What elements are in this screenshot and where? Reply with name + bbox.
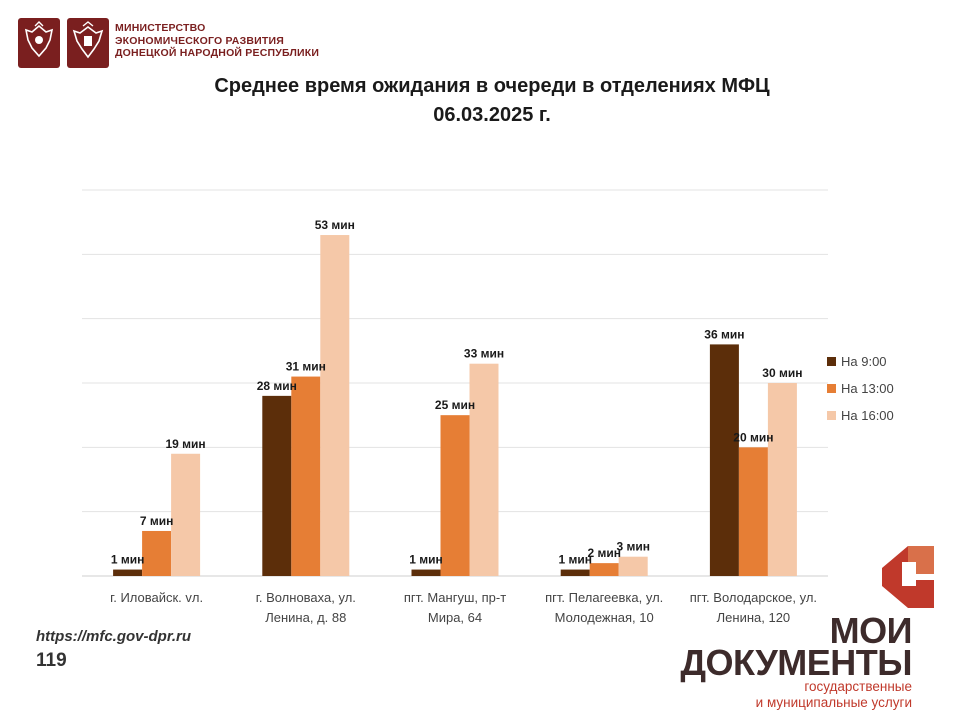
data-label: 1 мин xyxy=(111,553,145,567)
data-label: 3 мин xyxy=(616,540,650,554)
x-tick-label: пгт. Пелагеевка, ул. xyxy=(545,590,663,605)
brand-text: МОИ ДОКУМЕНТЫ государственные и муниципа… xyxy=(680,610,913,711)
data-label: 1 мин xyxy=(558,553,592,567)
legend-item: На 16:00 xyxy=(827,402,894,429)
x-tick-label: Ленина, д. 88 xyxy=(265,610,346,625)
data-label: 20 мин xyxy=(733,430,773,444)
bar xyxy=(560,569,590,576)
bar xyxy=(618,556,648,576)
brand-tagline: и муниципальные услуги xyxy=(755,695,912,710)
brand-name-line: МОИ xyxy=(829,610,913,651)
bar xyxy=(142,530,172,576)
chart-legend: На 9:00 На 13:00 На 16:00 xyxy=(827,348,894,429)
bar xyxy=(320,235,350,577)
legend-label: На 9:00 xyxy=(841,354,887,369)
data-label: 19 мин xyxy=(166,437,206,451)
bar xyxy=(469,363,499,576)
x-tick-label: г. Иловайск. vл. xyxy=(110,590,203,605)
x-tick-label: Молодежная, 10 xyxy=(555,610,654,625)
x-tick-label: пгт. Володарское, ул. xyxy=(690,590,817,605)
chart-title: Среднее время ожидания в очереди в отдел… xyxy=(214,75,770,97)
ministry-line: ЭКОНОМИЧЕСКОГО РАЗВИТИЯ xyxy=(115,34,285,47)
x-tick-label: Ленина, 120 xyxy=(717,610,791,625)
ministry-line: ДОНЕЦКОЙ НАРОДНОЙ РЕСПУБЛИКИ xyxy=(115,47,320,59)
x-tick-label: пгт. Мангуш, пр-т xyxy=(404,590,506,605)
bar xyxy=(411,569,441,576)
legend-swatch xyxy=(827,384,836,393)
ministry-emblem xyxy=(67,18,109,68)
data-label: 2 мин xyxy=(587,546,621,560)
data-label: 33 мин xyxy=(464,347,504,361)
coat-of-arms-emblem xyxy=(18,18,60,68)
legend-label: На 13:00 xyxy=(841,381,894,396)
data-label: 28 мин xyxy=(257,379,297,393)
data-label: 7 мин xyxy=(140,514,174,528)
bar xyxy=(738,447,768,576)
legend-swatch xyxy=(827,411,836,420)
legend-item: На 9:00 xyxy=(827,348,894,375)
bar xyxy=(440,415,470,576)
bar xyxy=(767,383,797,576)
legend-item: На 13:00 xyxy=(827,375,894,402)
bar xyxy=(709,344,739,576)
brand-name-line: ДОКУМЕНТЫ xyxy=(680,642,912,683)
data-label: 36 мин xyxy=(704,327,744,341)
ministry-name: МИНИСТЕРСТВО ЭКОНОМИЧЕСКОГО РАЗВИТИЯ ДОН… xyxy=(115,22,319,60)
data-label: 30 мин xyxy=(762,366,802,380)
bar xyxy=(291,376,321,576)
site-url[interactable]: https://mfc.gov-dpr.ru xyxy=(36,628,191,645)
x-tick-label: г. Волноваха, ул. xyxy=(256,590,356,605)
brand-tagline: государственные xyxy=(804,679,912,694)
data-label: 1 мин xyxy=(409,553,443,567)
ministry-line: МИНИСТЕРСТВО xyxy=(115,22,206,34)
data-label: 31 мин xyxy=(286,360,326,374)
bar xyxy=(589,563,619,576)
bar xyxy=(113,569,143,576)
bar xyxy=(262,395,292,576)
data-label: 53 мин xyxy=(315,218,355,232)
page-number: 119 xyxy=(36,650,67,671)
moi-dokumenty-logo-icon xyxy=(882,546,934,608)
bar xyxy=(171,453,201,576)
legend-swatch xyxy=(827,357,836,366)
legend-label: На 16:00 xyxy=(841,408,894,423)
chart-subtitle: 06.03.2025 г. xyxy=(433,104,551,126)
x-tick-label: Мира, 64 xyxy=(428,610,482,625)
data-label: 25 мин xyxy=(435,398,475,412)
